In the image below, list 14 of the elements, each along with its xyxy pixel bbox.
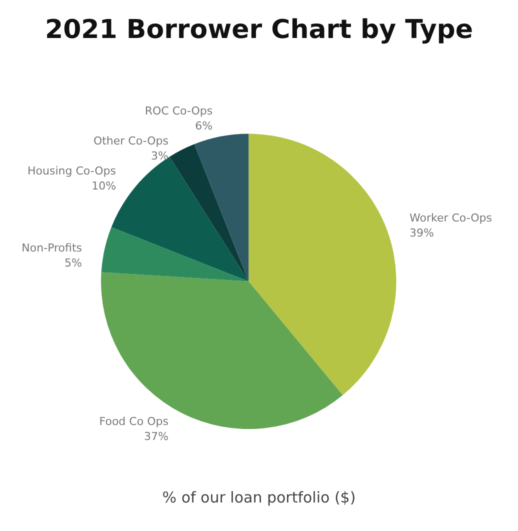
data-label: 5% bbox=[64, 256, 82, 270]
slice-label: Food Co Ops bbox=[99, 415, 169, 428]
slice-label: Non-Profits bbox=[22, 241, 82, 254]
text: % of our loan portfolio ($) bbox=[162, 488, 356, 506]
data-label: 37% bbox=[144, 430, 168, 444]
data-label: 10% bbox=[92, 180, 116, 193]
slice-label: Other Co-Ops bbox=[93, 134, 169, 148]
slice-label: Housing Co-Ops bbox=[28, 164, 116, 178]
chart-title: 2021 Borrower Chart by Type bbox=[44, 15, 474, 45]
data-label: 3% bbox=[150, 150, 168, 163]
data-label: 6% bbox=[195, 120, 213, 133]
data-label: 39% bbox=[409, 226, 434, 240]
slice-label: Worker Co-Ops bbox=[409, 211, 492, 224]
slice-label: ROC Co-Ops bbox=[144, 104, 213, 118]
